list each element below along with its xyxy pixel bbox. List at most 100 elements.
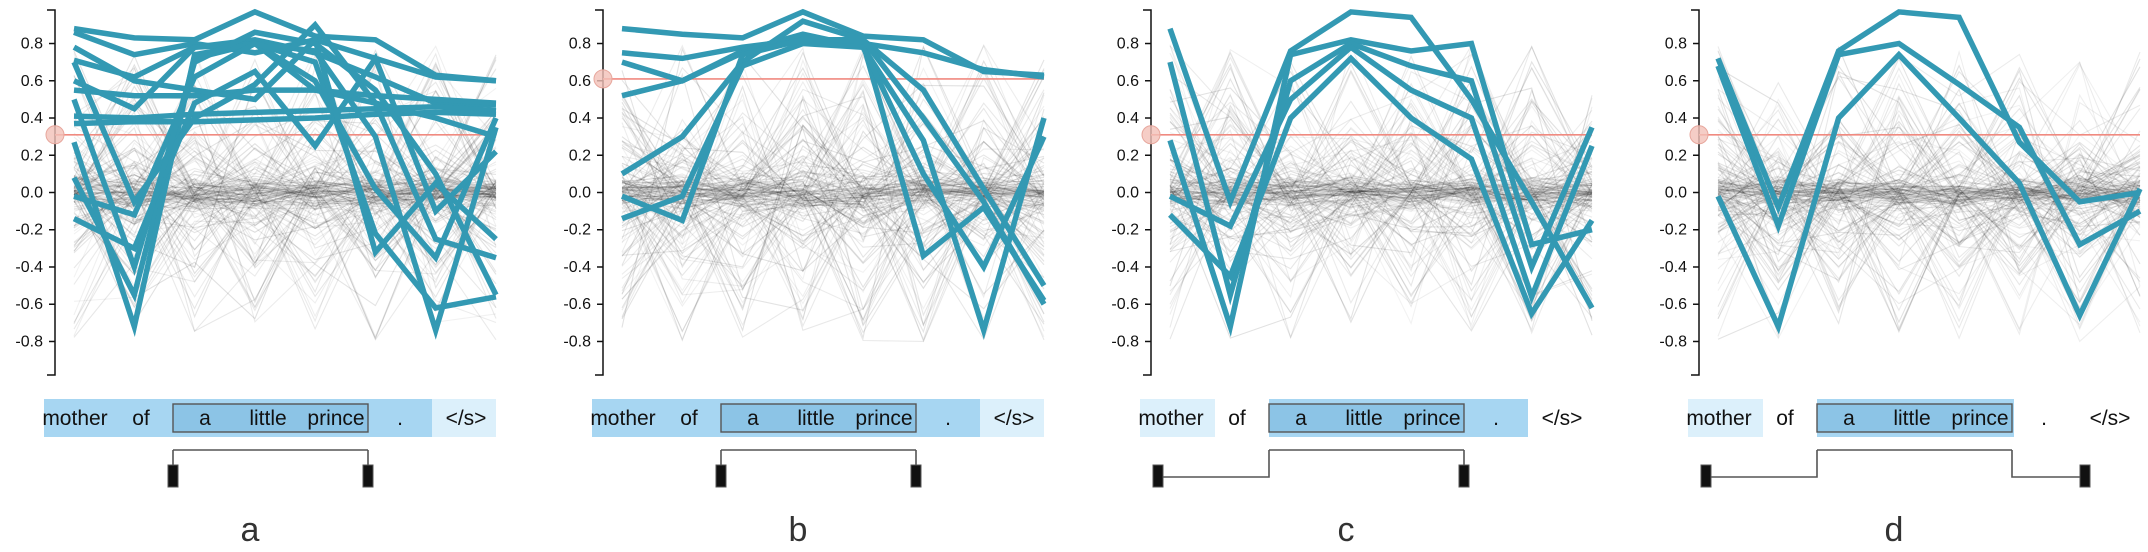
highlighted-line[interactable] [1167, 36, 1593, 338]
highlighted-line[interactable] [72, 34, 498, 258]
y-tick-label: -0.6 [1111, 296, 1139, 313]
background-line [1717, 138, 2141, 279]
bracket-right-handle[interactable] [2079, 464, 2091, 488]
highlighted-line[interactable] [620, 37, 1047, 306]
background-line [73, 186, 497, 323]
token-1[interactable]: of [680, 407, 698, 430]
background-line [1169, 70, 1593, 296]
bracket-left-handle[interactable] [1152, 464, 1164, 488]
token-3[interactable]: little [1345, 407, 1382, 430]
highlighted-line[interactable] [1167, 9, 1595, 310]
background-line [1717, 182, 2141, 230]
background-line [73, 164, 497, 341]
highlighted-line[interactable] [71, 40, 499, 303]
highlighted-line[interactable] [73, 8, 497, 84]
background-line [1717, 88, 2141, 275]
token-3[interactable]: little [797, 407, 834, 430]
y-tick-label: 0.6 [1665, 73, 1687, 90]
background-line [1717, 120, 2141, 301]
token-3[interactable]: little [1893, 407, 1930, 430]
token-6[interactable]: </s> [2090, 407, 2131, 430]
bracket-left-handle[interactable] [715, 464, 727, 488]
background-line [621, 77, 1045, 199]
background-line [1169, 178, 1593, 298]
token-2[interactable]: a [199, 407, 211, 430]
token-3[interactable]: little [249, 407, 286, 430]
token-1[interactable]: of [1228, 407, 1246, 430]
token-0[interactable]: mother [590, 407, 655, 430]
bracket-right-handle[interactable] [362, 464, 374, 488]
background-line [1169, 45, 1593, 211]
background-line [621, 108, 1045, 214]
token-background [1140, 399, 1215, 437]
highlighted-line[interactable] [1715, 40, 2142, 249]
token-0[interactable]: mother [1138, 407, 1203, 430]
phrase-box[interactable] [172, 403, 369, 433]
token-1[interactable]: of [1776, 407, 1794, 430]
highlighted-line[interactable] [620, 18, 1047, 288]
token-5[interactable]: . [945, 407, 951, 430]
y-tick-label: 0.8 [1665, 36, 1687, 53]
token-5[interactable]: . [2041, 407, 2047, 430]
token-5[interactable]: . [1493, 407, 1499, 430]
threshold-handle[interactable] [1689, 125, 1709, 145]
background-line [1169, 145, 1593, 202]
background-line [621, 181, 1045, 290]
background-line [1169, 44, 1593, 273]
token-0[interactable]: mother [1686, 407, 1751, 430]
y-tick-label: 0.4 [569, 110, 591, 127]
token-6[interactable]: </s> [994, 407, 1035, 430]
token-1[interactable]: of [132, 407, 150, 430]
y-tick-label: 0.2 [1665, 147, 1687, 164]
background-line [1169, 176, 1593, 297]
token-4[interactable]: prince [307, 407, 364, 430]
background-line [73, 61, 497, 269]
token-5[interactable]: . [397, 407, 403, 430]
background-line [621, 185, 1045, 258]
y-tick-label: -0.4 [15, 259, 43, 276]
token-bar: mother of a little prince. </s> [1138, 399, 1582, 437]
token-2[interactable]: a [747, 407, 759, 430]
token-2[interactable]: a [1843, 407, 1855, 430]
highlighted-line[interactable] [621, 40, 1047, 273]
bracket-right-handle[interactable] [910, 464, 922, 488]
threshold-handle[interactable] [1141, 125, 1161, 145]
phrase-box[interactable] [1816, 403, 2013, 433]
y-tick-label: -0.2 [1659, 222, 1687, 239]
bracket-left-handle[interactable] [167, 464, 179, 488]
threshold-handle[interactable] [593, 69, 613, 89]
phrase-box[interactable] [720, 403, 917, 433]
token-4[interactable]: prince [855, 407, 912, 430]
highlighted-line[interactable] [1168, 43, 1595, 305]
token-6[interactable]: </s> [446, 407, 487, 430]
background-line [1169, 175, 1593, 314]
highlighted-line[interactable] [1167, 40, 1595, 306]
token-6[interactable]: </s> [1542, 407, 1583, 430]
panel-a: 0.8 0.6 0.4 0.2 0.0 -0.2 -0.4 -0.6 -0.8 mother of a… [15, 8, 499, 549]
highlighted-series [1715, 9, 2143, 335]
bracket-left-handle[interactable] [1700, 464, 1712, 488]
token-4[interactable]: prince [1403, 407, 1460, 430]
highlighted-line[interactable] [1715, 50, 2143, 335]
background-line [621, 51, 1045, 295]
highlighted-line[interactable] [71, 29, 499, 297]
background-line [73, 112, 497, 260]
y-tick-label: 0.8 [1117, 36, 1139, 53]
highlighted-line[interactable] [1715, 9, 2141, 215]
phrase-box[interactable] [1268, 403, 1465, 433]
background-line [621, 192, 1045, 308]
highlighted-line[interactable] [71, 20, 497, 261]
y-tick-label: 0.8 [569, 36, 591, 53]
token-0[interactable]: mother [42, 407, 107, 430]
y-tick-label: -0.8 [1659, 333, 1687, 350]
bracket-right-handle[interactable] [1458, 464, 1470, 488]
token-2[interactable]: a [1295, 407, 1307, 430]
token-4[interactable]: prince [1951, 407, 2008, 430]
bracket-line [1706, 449, 2085, 478]
background-line [621, 62, 1045, 246]
background-line [621, 66, 1045, 300]
highlighted-line[interactable] [1168, 54, 1595, 320]
background-line [1169, 86, 1593, 238]
threshold-handle[interactable] [45, 125, 65, 145]
highlighted-series [71, 8, 499, 340]
